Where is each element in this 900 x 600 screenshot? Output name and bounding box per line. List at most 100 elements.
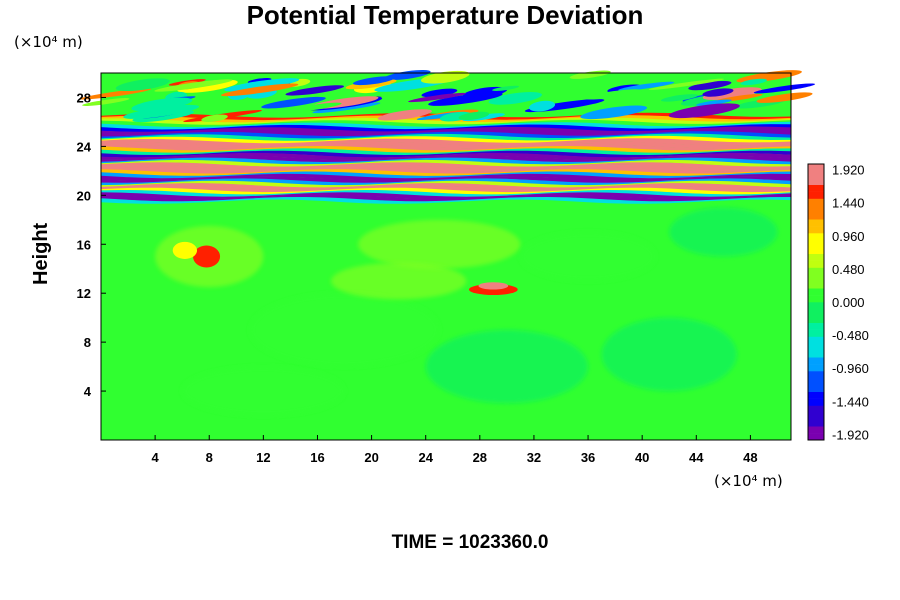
wave-blob	[585, 89, 643, 100]
plot-border	[100, 72, 792, 441]
colorbar-swatch	[808, 336, 824, 344]
wave-band	[101, 185, 791, 193]
colorbar-swatch	[808, 184, 824, 192]
plot-area	[79, 69, 816, 441]
wave-blob	[618, 81, 675, 91]
colorbar-swatch	[808, 329, 824, 337]
wave-blob	[420, 70, 470, 84]
x-tick-label: 40	[635, 450, 649, 465]
colorbar-swatch	[808, 343, 824, 351]
wave-blob	[377, 109, 432, 121]
field-patch	[249, 293, 440, 367]
colorbar-swatch	[808, 205, 824, 213]
wave-band	[101, 131, 791, 140]
y-tick-label: 28	[77, 90, 91, 105]
colorbar-swatch	[808, 419, 824, 427]
wave-band	[101, 187, 791, 195]
wave-band	[101, 135, 791, 144]
wave-blob	[115, 78, 170, 92]
wave-band	[101, 157, 791, 165]
wave-band	[101, 146, 791, 153]
colorbar-tick-label: 0.480	[832, 262, 865, 277]
y-tick-label: 20	[77, 188, 91, 203]
wave-band	[101, 180, 791, 188]
wave-band	[101, 173, 791, 181]
y-tick-label: 12	[77, 286, 91, 301]
colorbar-swatch	[808, 219, 824, 227]
wave-blob	[253, 96, 295, 104]
wave-band	[101, 124, 791, 133]
wave-blob	[352, 76, 395, 86]
wave-blob	[421, 88, 458, 98]
colorbar-swatch	[808, 391, 824, 399]
wave-band	[101, 148, 791, 156]
wave-band	[101, 169, 791, 177]
x-tick-label: 44	[689, 450, 704, 465]
colorbar-swatch	[808, 226, 824, 234]
colorbar-swatch	[808, 377, 824, 386]
colorbar-swatch	[808, 405, 824, 413]
x-tick-label: 12	[256, 450, 270, 465]
chart-title: Potential Temperature Deviation	[246, 0, 644, 30]
x-tick-label: 36	[581, 450, 595, 465]
colorbar-tick-label: 1.920	[832, 163, 865, 178]
wave-blob	[492, 85, 520, 91]
wave-band	[101, 150, 791, 158]
wave-blob	[285, 85, 345, 96]
colorbar-swatch	[808, 267, 824, 275]
wave-band	[101, 121, 791, 130]
colorbar-swatch	[808, 350, 824, 358]
wave-blob	[154, 79, 233, 92]
wave-band	[101, 192, 791, 200]
y-tick-label: 8	[84, 335, 91, 350]
colorbar-tick-label: 1.440	[832, 196, 865, 211]
colorbar-border	[807, 163, 825, 441]
colorbar-swatch	[808, 322, 824, 330]
wave-blob	[131, 97, 193, 112]
wave-blob	[408, 92, 467, 103]
colorbar-swatch	[808, 246, 824, 254]
wave-blob	[668, 103, 740, 119]
local-anomaly	[478, 282, 509, 290]
y-axis-ticks: 4 8 12 16 20 24 28	[77, 90, 106, 399]
wave-blob	[661, 94, 699, 102]
wave-band	[101, 197, 791, 204]
colorbar-tick-label: -1.440	[832, 394, 869, 409]
wave-blob	[224, 78, 300, 92]
wave-band	[101, 171, 791, 179]
wave-blob	[458, 111, 490, 121]
x-tick-label: 24	[418, 450, 433, 465]
colorbar-swatch	[808, 412, 824, 420]
colorbar-swatch	[808, 315, 824, 323]
wave-blob	[220, 83, 299, 97]
colorbar-swatch	[808, 233, 824, 241]
colorbar-swatch	[808, 239, 824, 248]
colorbar-swatch	[808, 164, 824, 172]
wave-blob	[753, 83, 816, 94]
field-patch	[425, 329, 589, 404]
x-tick-label: 4	[152, 450, 160, 465]
y-axis-unit-label: (×10⁴ m)	[14, 33, 83, 51]
x-axis-ticks: 4 8 12 16 20 24 28 32 36 40 44 48	[152, 435, 758, 465]
local-anomaly	[193, 245, 221, 268]
wave-blob	[261, 96, 326, 109]
y-tick-label: 16	[77, 237, 91, 252]
wave-blob	[702, 87, 762, 100]
colorbar-swatch	[808, 371, 824, 379]
x-tick-label: 20	[364, 450, 378, 465]
wave-blob	[312, 102, 381, 114]
wave-band	[101, 178, 791, 186]
wave-band	[101, 183, 791, 190]
wave-band	[101, 194, 791, 202]
wave-band	[101, 143, 791, 151]
wave-blob	[648, 78, 725, 90]
wave-blob	[123, 104, 199, 119]
wave-blob	[488, 92, 542, 105]
colorbar-swatch	[808, 357, 824, 365]
colorbar-tick-label: 0.960	[832, 229, 865, 244]
colorbar-swatch	[808, 260, 824, 268]
colorbar-swatch	[808, 288, 824, 296]
wave-blob	[702, 88, 734, 97]
colorbar-swatch	[808, 191, 824, 199]
